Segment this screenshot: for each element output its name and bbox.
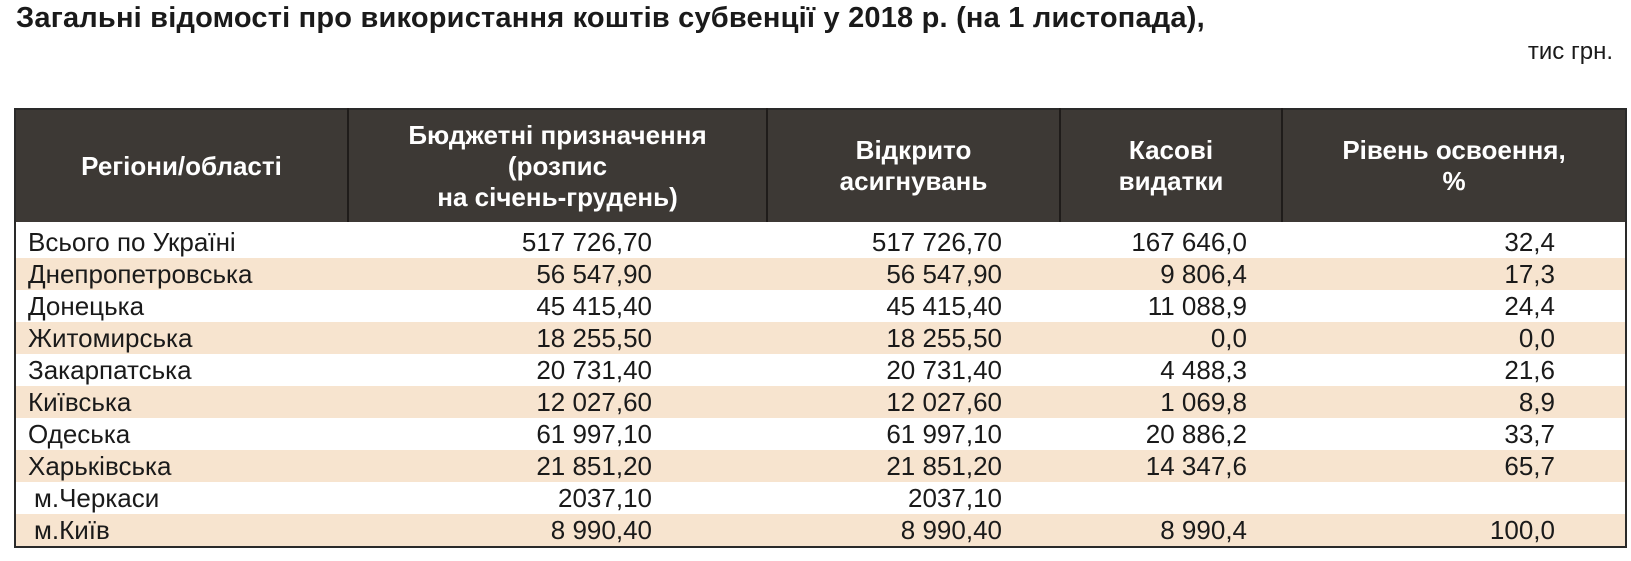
cell-opened: 21 851,20 [767,450,1060,482]
subvention-table: Регіони/області Бюджетні призначення (ро… [14,108,1627,548]
cell-level: 65,7 [1282,450,1626,482]
header-region: Регіони/області [15,109,349,222]
cell-region: Житомирська [15,322,348,354]
cell-level [1282,482,1626,514]
header-cash-line1: Касові [1128,135,1214,165]
table-row: Харьківська 21 851,20 21 851,20 14 347,6… [15,450,1626,482]
cell-level: 0,0 [1282,322,1626,354]
cell-cash: 8 990,4 [1060,514,1282,547]
cell-level: 17,3 [1282,258,1626,290]
table-row: Донецька 45 415,40 45 415,40 11 088,9 24… [15,290,1626,322]
cell-budget: 61 997,10 [348,418,767,450]
unit-label: тис грн. [1527,38,1613,65]
cell-level: 21,6 [1282,354,1626,386]
cell-level: 24,4 [1282,290,1626,322]
cell-budget: 21 851,20 [348,450,767,482]
cell-budget: 20 731,40 [348,354,767,386]
cell-region: Донецька [15,290,348,322]
cell-budget: 12 027,60 [348,386,767,418]
header-level-line2: % [1442,166,1466,196]
cell-opened: 45 415,40 [767,290,1060,322]
cell-region: Закарпатська [15,354,348,386]
cell-level: 8,9 [1282,386,1626,418]
cell-region: Харьківська [15,450,348,482]
table-row: Житомирська 18 255,50 18 255,50 0,0 0,0 [15,322,1626,354]
cell-cash [1060,482,1282,514]
header-level: Рівень освоення, % [1282,109,1626,222]
cell-cash: 20 886,2 [1060,418,1282,450]
cell-cash: 0,0 [1060,322,1282,354]
cell-cash: 9 806,4 [1060,258,1282,290]
cell-budget: 45 415,40 [348,290,767,322]
cell-budget: 517 726,70 [348,222,767,258]
header-cash: Касові видатки [1060,109,1283,222]
cell-level: 100,0 [1282,514,1626,547]
cell-region: Київська [15,386,348,418]
table-row: Днепропетровська 56 547,90 56 547,90 9 8… [15,258,1626,290]
header-budget: Бюджетні призначення (розпис на січень-г… [348,109,768,222]
cell-region: Всього по Україні [15,222,348,258]
header-opened: Відкрито асигнувань [767,109,1061,222]
cell-budget: 18 255,50 [348,322,767,354]
cell-opened: 8 990,40 [767,514,1060,547]
table-row: Київська 12 027,60 12 027,60 1 069,8 8,9 [15,386,1626,418]
cell-cash: 11 088,9 [1060,290,1282,322]
cell-level: 33,7 [1282,418,1626,450]
cell-cash: 14 347,6 [1060,450,1282,482]
table-row: м.Київ 8 990,40 8 990,40 8 990,4 100,0 [15,514,1626,547]
cell-budget: 2037,10 [348,482,767,514]
cell-opened: 517 726,70 [767,222,1060,258]
cell-region: м.Київ [15,514,348,547]
cell-budget: 56 547,90 [348,258,767,290]
cell-level: 32,4 [1282,222,1626,258]
table-header-row: Регіони/області Бюджетні призначення (ро… [15,109,1626,222]
header-budget-line1: Бюджетні призначення [408,119,707,150]
cell-cash: 4 488,3 [1060,354,1282,386]
header-opened-line2: асигнувань [839,166,988,196]
cell-cash: 167 646,0 [1060,222,1282,258]
header-budget-line3: на січень-грудень) [437,181,678,212]
cell-opened: 12 027,60 [767,386,1060,418]
table-row: Закарпатська 20 731,40 20 731,40 4 488,3… [15,354,1626,386]
header-level-line1: Рівень освоення, [1342,135,1566,165]
header-region-text: Регіони/області [81,150,282,181]
header-opened-line1: Відкрито [855,135,972,165]
cell-region: Одеська [15,418,348,450]
page-title: Загальні відомості про використання кошт… [16,2,1205,34]
cell-opened: 56 547,90 [767,258,1060,290]
table-row: м.Черкаси 2037,10 2037,10 [15,482,1626,514]
table-row: Одеська 61 997,10 61 997,10 20 886,2 33,… [15,418,1626,450]
cell-opened: 20 731,40 [767,354,1060,386]
cell-opened: 2037,10 [767,482,1060,514]
cell-opened: 61 997,10 [767,418,1060,450]
cell-region: м.Черкаси [15,482,348,514]
table-row: Всього по Україні 517 726,70 517 726,70 … [15,222,1626,258]
cell-cash: 1 069,8 [1060,386,1282,418]
header-budget-line2: (розпис [507,150,608,181]
cell-region: Днепропетровська [15,258,348,290]
cell-budget: 8 990,40 [348,514,767,547]
header-cash-line2: видатки [1118,166,1224,196]
cell-opened: 18 255,50 [767,322,1060,354]
